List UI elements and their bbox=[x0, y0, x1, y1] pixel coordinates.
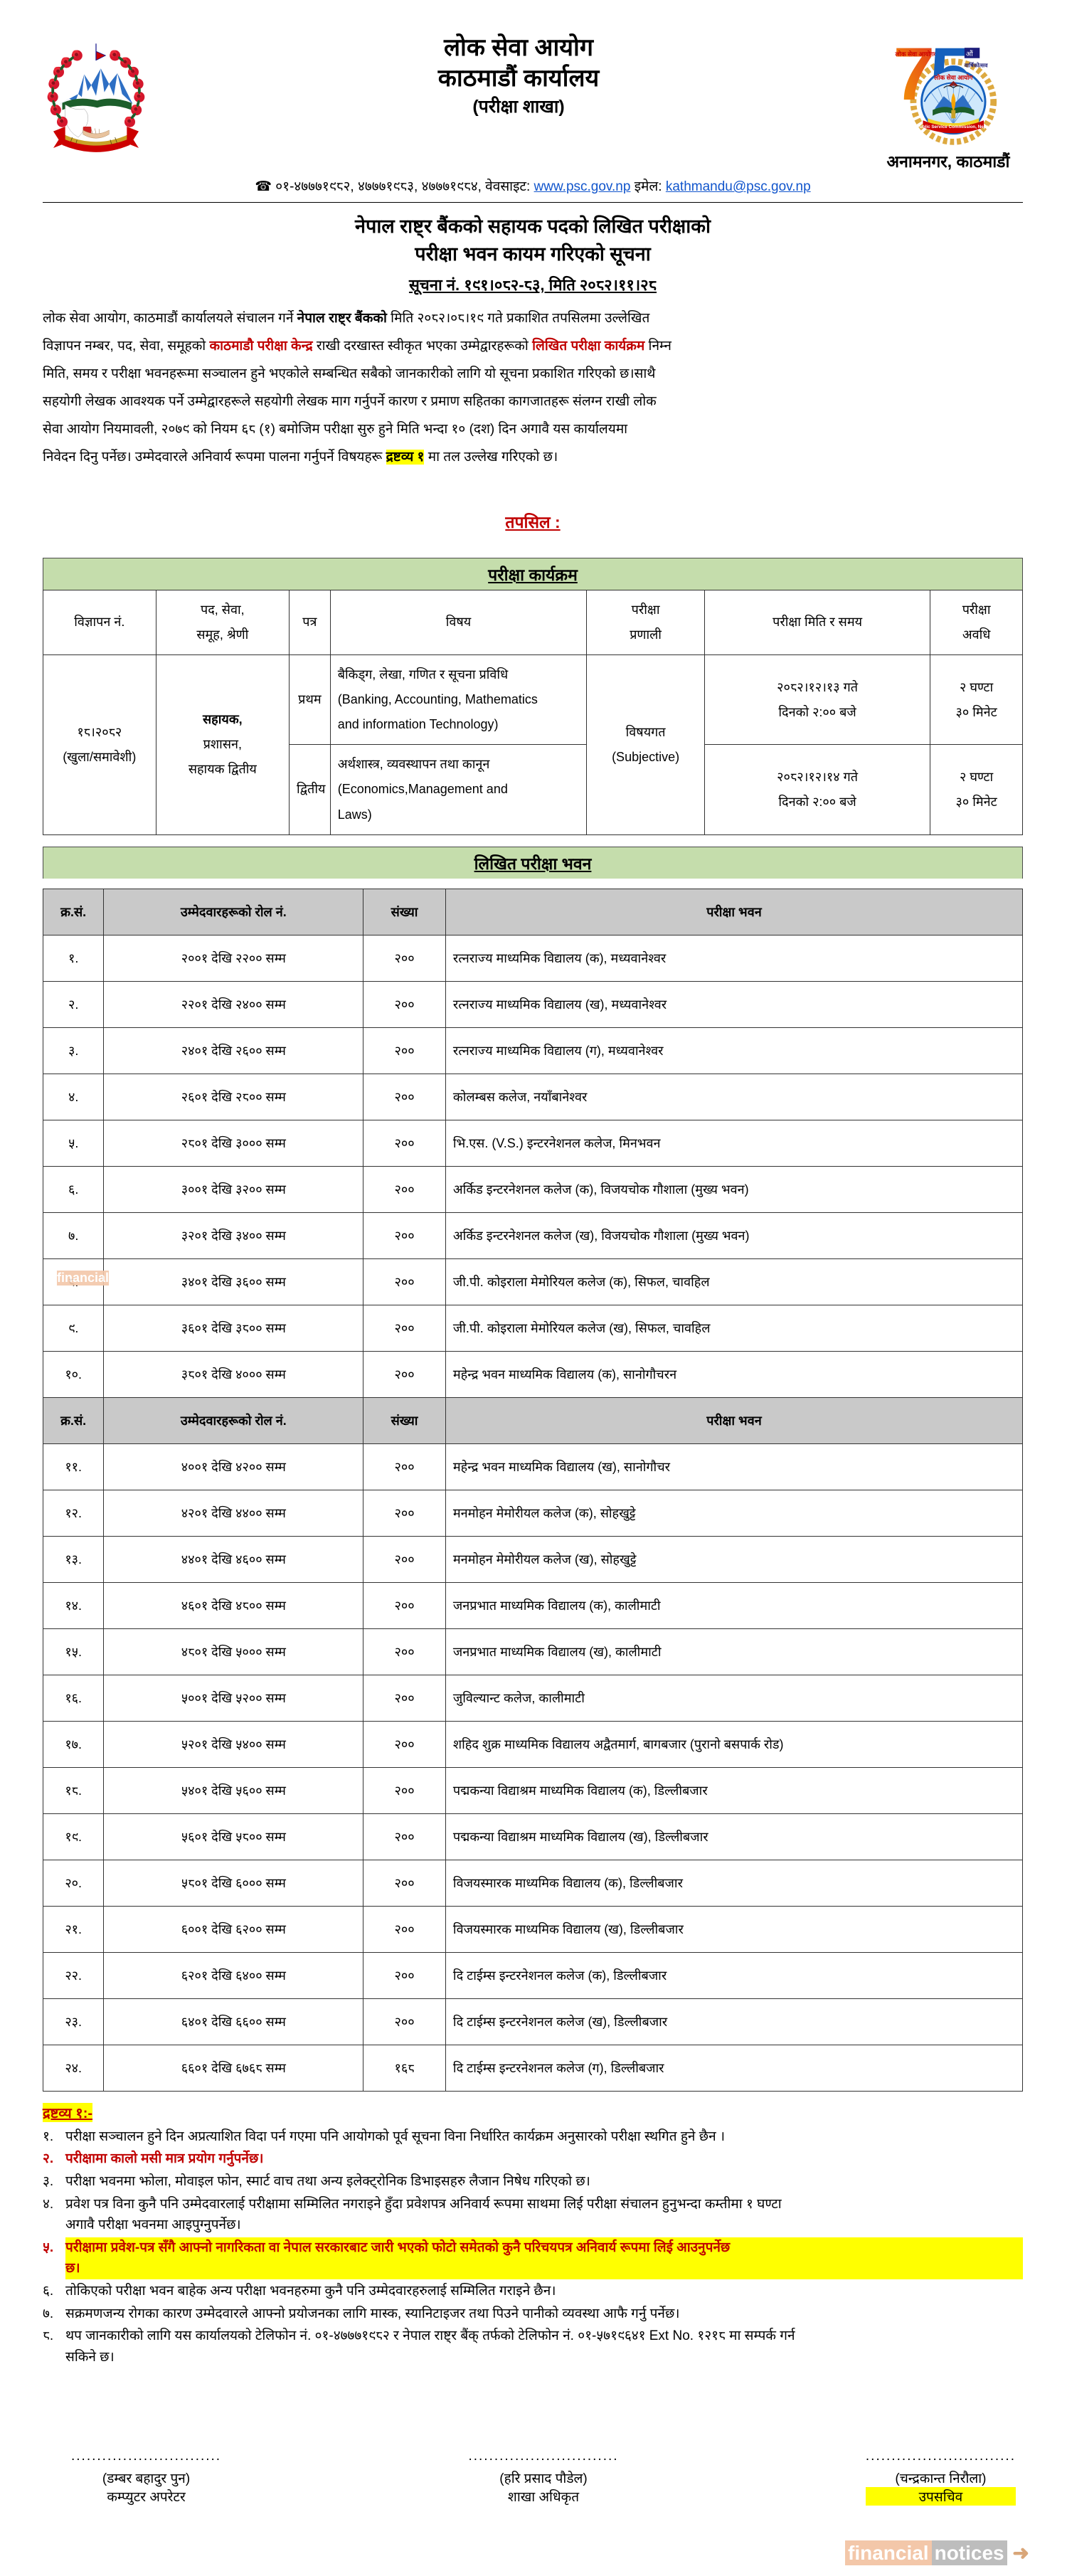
svg-text:औं: औं bbox=[965, 50, 973, 58]
svg-text:लोक सेवा आयोग: लोक सेवा आयोग bbox=[933, 73, 973, 81]
svg-text:Public Service Commission, Nep: Public Service Commission, Nepal bbox=[916, 124, 989, 129]
svg-text:वार्षिकोत्सव: वार्षिकोत्सव bbox=[963, 61, 987, 68]
